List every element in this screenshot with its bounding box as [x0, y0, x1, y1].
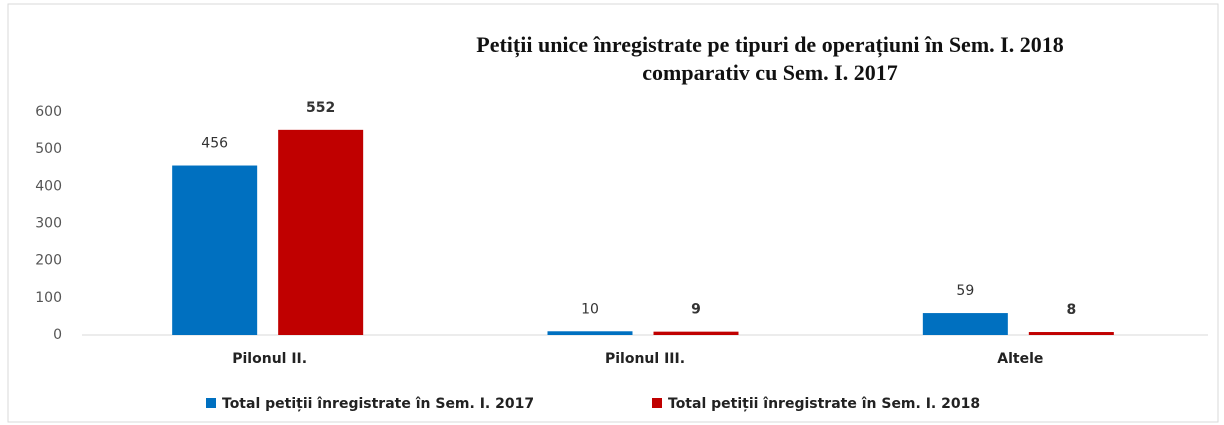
- x-tick-label: Pilonul III.: [605, 351, 685, 367]
- y-tick-label: 200: [35, 253, 62, 269]
- y-tick-label: 100: [35, 290, 62, 306]
- y-tick-label: 0: [53, 327, 62, 343]
- y-tick-label: 300: [35, 216, 62, 232]
- bar: [1028, 332, 1114, 335]
- x-tick-label: Pilonul II.: [232, 351, 307, 367]
- x-tick-label: Altele: [997, 351, 1043, 367]
- y-tick-label: 500: [35, 141, 62, 157]
- legend-label: Total petiții înregistrate în Sem. I. 20…: [222, 396, 534, 412]
- y-tick-label: 600: [35, 104, 62, 120]
- legend-swatch: [652, 398, 662, 408]
- value-label: 456: [201, 136, 228, 152]
- value-label: 9: [691, 302, 701, 318]
- chart-title: Petiții unice înregistrate pe tipuri de …: [476, 32, 1063, 58]
- legend-swatch: [206, 398, 216, 408]
- value-label: 10: [581, 301, 599, 317]
- chart-title: comparativ cu Sem. I. 2017: [642, 60, 897, 85]
- legend-label: Total petiții înregistrate în Sem. I. 20…: [668, 396, 980, 412]
- chart-frame: [7, 3, 1219, 423]
- value-label: 8: [1066, 302, 1076, 318]
- value-label: 552: [306, 100, 335, 116]
- bar: [172, 165, 258, 335]
- bar: [653, 331, 739, 335]
- bar: [547, 331, 633, 335]
- bar: [922, 313, 1008, 335]
- bar: [278, 129, 364, 335]
- value-label: 59: [956, 283, 974, 299]
- y-tick-label: 400: [35, 178, 62, 194]
